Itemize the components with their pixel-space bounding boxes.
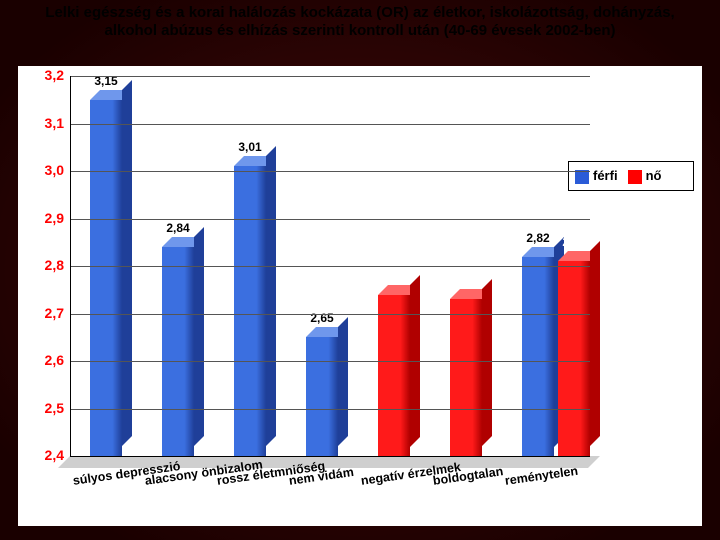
- chart-panel: 3,152,843,012,652,742,732,822,81 férfinő…: [18, 66, 702, 526]
- y-tick-label: 2,4: [24, 447, 64, 463]
- y-tick-label: 2,8: [24, 257, 64, 273]
- bar-side: [194, 227, 204, 446]
- bar-value-label: 2,82: [526, 231, 549, 245]
- bar-front: [378, 295, 410, 457]
- bar: 2,73: [450, 299, 482, 456]
- bar: 3,01: [234, 166, 266, 456]
- bar: 2,82: [522, 257, 554, 457]
- bar: 2,84: [162, 247, 194, 456]
- bar-front: [90, 100, 122, 456]
- bar-side: [338, 317, 348, 446]
- gridline: [70, 124, 590, 125]
- y-tick-label: 3,2: [24, 67, 64, 83]
- bar-front: [522, 257, 554, 457]
- legend-label: nő: [646, 168, 662, 183]
- bar-value-label: 2,84: [166, 221, 189, 235]
- bar-value-label: 2,74: [382, 269, 405, 283]
- bar-value-label: 2,73: [454, 273, 477, 287]
- bar: 2,81: [558, 261, 590, 456]
- legend-label: férfi: [593, 168, 618, 183]
- y-tick-label: 2,6: [24, 352, 64, 368]
- legend-item: nő: [628, 168, 662, 184]
- bar-front: [234, 166, 266, 456]
- bar-side: [266, 146, 276, 446]
- gridline: [70, 219, 590, 220]
- gridline: [70, 361, 590, 362]
- bar: 2,65: [306, 337, 338, 456]
- bar-front: [450, 299, 482, 456]
- y-tick-label: 2,9: [24, 210, 64, 226]
- bar-value-label: 3,01: [238, 140, 261, 154]
- bar: 3,15: [90, 100, 122, 456]
- gridline: [70, 409, 590, 410]
- gridline: [70, 76, 590, 77]
- gridline: [70, 171, 590, 172]
- gridline: [70, 266, 590, 267]
- bar-front: [162, 247, 194, 456]
- chart-title: Lelki egészség és a korai halálozás kock…: [20, 4, 700, 40]
- bar-side: [590, 241, 600, 446]
- bar-value-label: 2,81: [562, 235, 585, 249]
- bar-front: [558, 261, 590, 456]
- bar: 2,74: [378, 295, 410, 457]
- y-tick-label: 2,5: [24, 400, 64, 416]
- gridline: [70, 314, 590, 315]
- y-tick-label: 2,7: [24, 305, 64, 321]
- y-tick-label: 3,0: [24, 162, 64, 178]
- slide-stage: Lelki egészség és a korai halálozás kock…: [0, 0, 720, 540]
- legend-swatch: [628, 170, 642, 184]
- x-axis: [70, 456, 590, 457]
- bar-side: [482, 279, 492, 446]
- y-tick-label: 3,1: [24, 115, 64, 131]
- bar-side: [122, 80, 132, 446]
- legend: férfi nő: [568, 161, 694, 191]
- bar-front: [306, 337, 338, 456]
- y-axis: [70, 76, 71, 456]
